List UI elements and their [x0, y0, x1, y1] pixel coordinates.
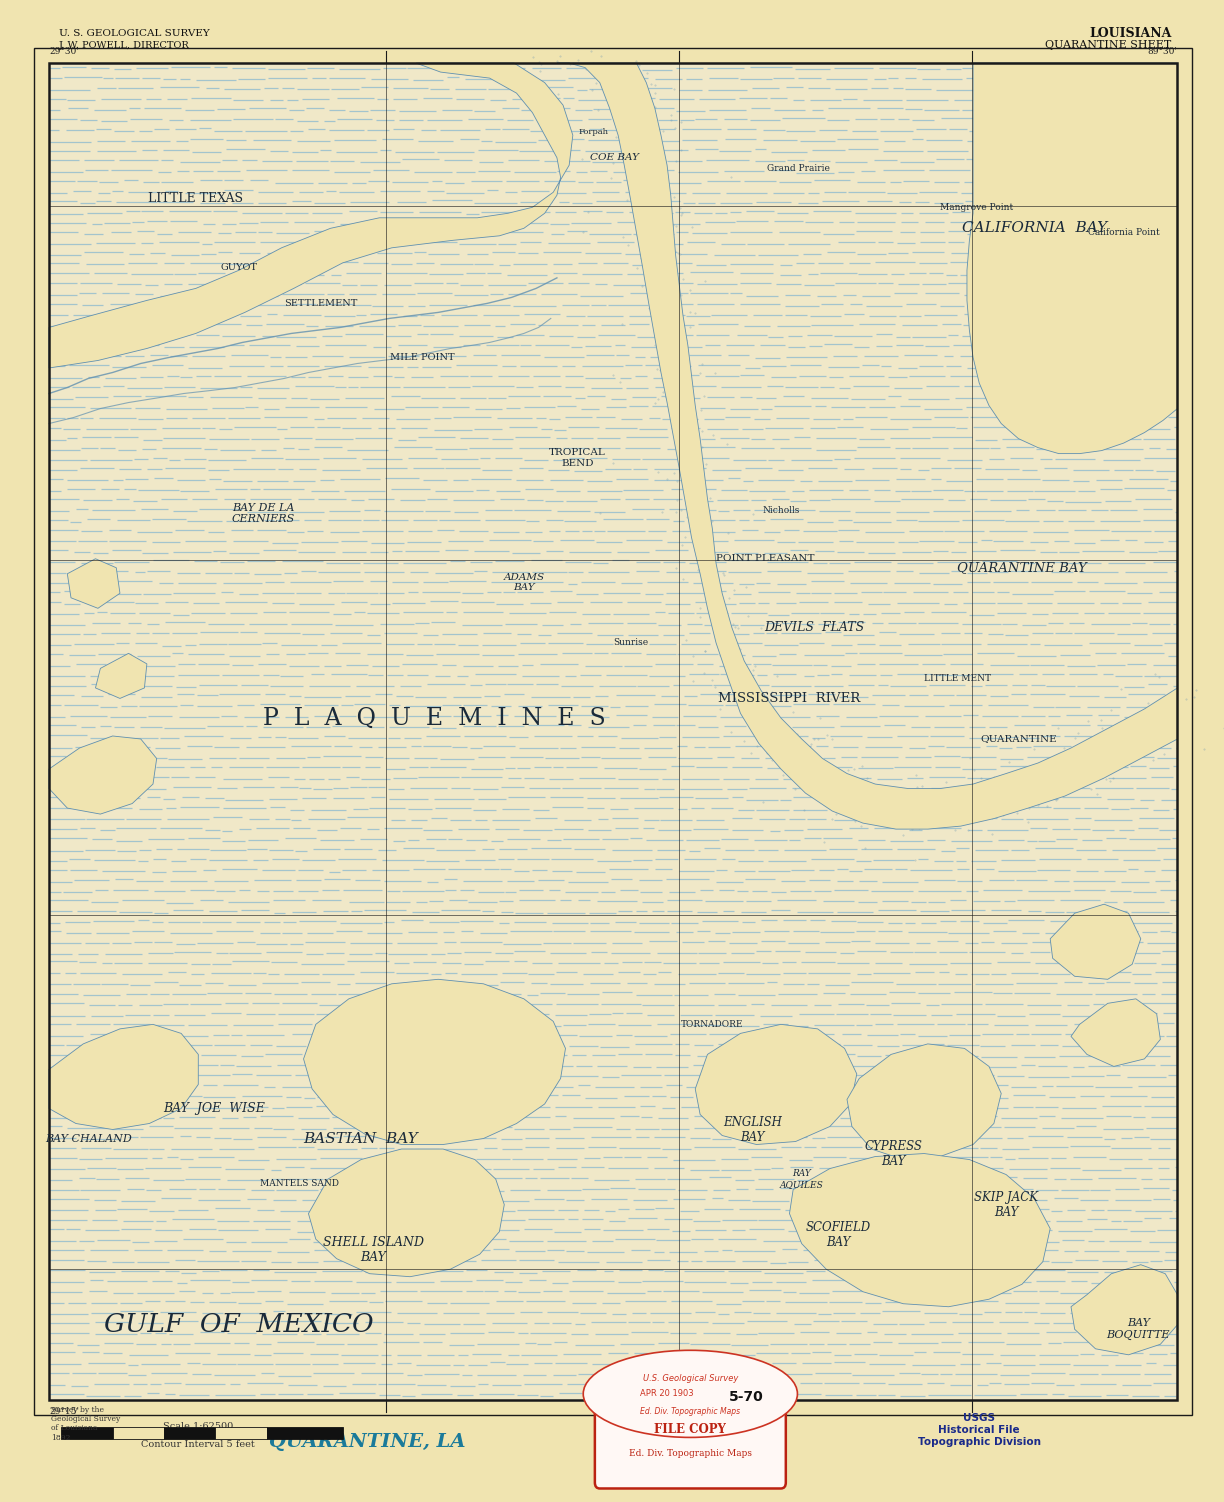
Text: BASTIAN  BAY: BASTIAN BAY [304, 1131, 419, 1146]
Text: FILE COPY: FILE COPY [655, 1424, 726, 1436]
Text: MILE POINT: MILE POINT [390, 353, 454, 362]
Polygon shape [304, 979, 565, 1145]
Text: QUARANTINE SHEET: QUARANTINE SHEET [1045, 41, 1171, 50]
Text: Grand Prairie: Grand Prairie [766, 164, 830, 173]
Bar [49, 63, 1177, 1400]
Text: CALIFORNIA  BAY: CALIFORNIA BAY [962, 221, 1106, 236]
Text: Mangrove Point: Mangrove Point [940, 203, 1013, 212]
Bar [215, 1427, 267, 1439]
Text: Contour Interval 5 feet: Contour Interval 5 feet [142, 1440, 255, 1449]
Text: QUARANTINE: QUARANTINE [980, 734, 1056, 743]
Polygon shape [95, 653, 147, 698]
Text: TORNADORE: TORNADORE [681, 1020, 744, 1029]
Polygon shape [308, 1149, 504, 1277]
Text: CYPRESS
BAY: CYPRESS BAY [864, 1140, 923, 1167]
Text: 29°15': 29°15' [49, 1407, 80, 1416]
Polygon shape [49, 63, 573, 368]
Text: P  L  A  Q  U  E  M  I  N  E  S: P L A Q U E M I N E S [263, 706, 606, 730]
Text: Ed. Div. Topographic Maps: Ed. Div. Topographic Maps [640, 1407, 741, 1416]
Text: U.S. Geological Survey: U.S. Geological Survey [643, 1374, 738, 1383]
Text: SHELL ISLAND
BAY: SHELL ISLAND BAY [323, 1236, 424, 1263]
Text: SETTLEMENT: SETTLEMENT [284, 299, 357, 308]
Bar [49, 63, 1177, 1400]
Text: Survey by the
Geological Survey
of Louisiana
1892: Survey by the Geological Survey of Louis… [51, 1406, 121, 1442]
Text: POINT PLEASANT: POINT PLEASANT [716, 554, 814, 563]
Text: BAY  JOE  WISE: BAY JOE WISE [163, 1102, 266, 1114]
Bar [267, 1427, 343, 1439]
Polygon shape [67, 559, 120, 608]
Ellipse shape [583, 1350, 797, 1437]
Text: Sunrise: Sunrise [613, 638, 647, 647]
Text: GUYOT: GUYOT [220, 263, 257, 272]
Text: LOUISIANA: LOUISIANA [1089, 27, 1171, 39]
Polygon shape [49, 736, 157, 814]
Text: Scale 1:62500: Scale 1:62500 [163, 1422, 234, 1431]
Text: 5-70: 5-70 [730, 1389, 764, 1404]
Text: MANTELS SAND: MANTELS SAND [261, 1179, 339, 1188]
Text: GULF  OF  MEXICO: GULF OF MEXICO [104, 1313, 373, 1337]
Text: COE BAY: COE BAY [590, 153, 639, 162]
Polygon shape [1071, 999, 1160, 1066]
Text: ENGLISH
BAY: ENGLISH BAY [723, 1116, 782, 1143]
Text: LITTLE MENT: LITTLE MENT [924, 674, 990, 683]
Text: SKIP JACK
BAY: SKIP JACK BAY [974, 1191, 1038, 1218]
Polygon shape [49, 1024, 198, 1130]
Polygon shape [1071, 1265, 1177, 1355]
Text: QUARANTINE, LA: QUARANTINE, LA [269, 1433, 465, 1451]
Text: LITTLE TEXAS: LITTLE TEXAS [148, 192, 244, 204]
Text: RAY
AQUILES: RAY AQUILES [780, 1170, 824, 1188]
Text: Ed. Div. Topographic Maps: Ed. Div. Topographic Maps [629, 1449, 752, 1458]
Text: Forpah: Forpah [579, 128, 608, 137]
Text: 29°30': 29°30' [49, 47, 78, 56]
Text: USGS
Historical File
Topographic Division: USGS Historical File Topographic Divisio… [918, 1413, 1040, 1446]
Text: ADAMS
BAY: ADAMS BAY [503, 574, 545, 592]
Polygon shape [967, 63, 1177, 454]
Text: MISSISSIPPI  RIVER: MISSISSIPPI RIVER [718, 692, 860, 704]
Text: 89°30': 89°30' [1148, 47, 1177, 56]
Text: APR 20 1903: APR 20 1903 [640, 1389, 694, 1398]
Text: DEVILS  FLATS: DEVILS FLATS [764, 622, 864, 634]
Bar [61, 1427, 113, 1439]
Text: Nicholls: Nicholls [763, 506, 799, 515]
Text: TROPICAL
BEND: TROPICAL BEND [550, 449, 606, 467]
Text: BAY
BOQUITTE: BAY BOQUITTE [1106, 1319, 1170, 1340]
Text: BAY CHALAND: BAY CHALAND [45, 1134, 131, 1143]
Polygon shape [789, 1154, 1050, 1307]
Polygon shape [557, 63, 1177, 829]
Polygon shape [1050, 904, 1141, 979]
Text: BAY DE LA
CERNIERS: BAY DE LA CERNIERS [231, 503, 295, 524]
Text: QUARANTINE BAY: QUARANTINE BAY [957, 562, 1087, 574]
Bar [113, 1427, 164, 1439]
Text: U. S. GEOLOGICAL SURVEY: U. S. GEOLOGICAL SURVEY [59, 29, 209, 38]
Text: SCOFIELD
BAY: SCOFIELD BAY [805, 1221, 871, 1248]
Text: J. W. POWELL, DIRECTOR: J. W. POWELL, DIRECTOR [59, 41, 190, 50]
Polygon shape [847, 1044, 1001, 1160]
FancyBboxPatch shape [595, 1398, 786, 1488]
Polygon shape [695, 1024, 857, 1145]
Text: California Point: California Point [1088, 228, 1159, 237]
Bar [164, 1427, 215, 1439]
